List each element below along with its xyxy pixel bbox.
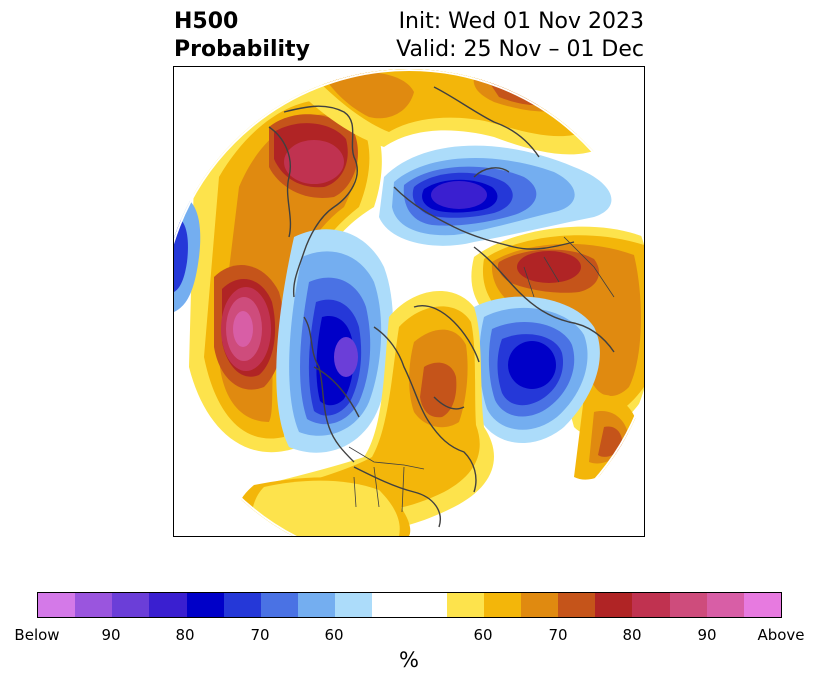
map-panel bbox=[173, 66, 645, 537]
colorbar-tick-above-80: 80 bbox=[622, 626, 642, 644]
title-variable: H500 bbox=[174, 9, 239, 34]
title-right: Init: Wed 01 Nov 2023 Valid: 25 Nov – 01… bbox=[396, 8, 644, 64]
colorbar-swatch-above-3 bbox=[558, 593, 596, 617]
colorbar-swatch-below-8 bbox=[335, 593, 373, 617]
ridge-east bbox=[232, 290, 494, 536]
colorbar-swatch-below-4 bbox=[186, 593, 224, 617]
colorbar-tick-above-60: 60 bbox=[473, 626, 493, 644]
colorbar-swatch-below-2 bbox=[112, 593, 150, 617]
colorbar-swatch-below-6 bbox=[260, 593, 299, 617]
colorbar-swatch-neutral bbox=[372, 593, 447, 617]
init-date: Init: Wed 01 Nov 2023 bbox=[398, 9, 644, 34]
colorbar-swatch-below-7 bbox=[298, 593, 336, 617]
colorbar-swatch-below-1 bbox=[75, 593, 113, 617]
trough-arctic bbox=[379, 145, 612, 246]
colorbar-swatch-above-0 bbox=[446, 593, 484, 617]
colorbar-swatch-above-2 bbox=[521, 593, 559, 617]
colorbar-swatch-above-4 bbox=[595, 593, 633, 617]
trough-atlantic bbox=[468, 296, 600, 444]
colorbar-tick-above-70: 70 bbox=[548, 626, 568, 644]
ridge-pacific bbox=[189, 85, 382, 453]
colorbar-swatch-above-8 bbox=[743, 593, 782, 617]
colorbar-swatch-above-1 bbox=[483, 593, 522, 617]
colorbar-unit: % bbox=[399, 648, 419, 672]
valid-period: Valid: 25 Nov – 01 Dec bbox=[396, 37, 644, 62]
trough-west bbox=[276, 229, 394, 453]
title-left: H500 Probability bbox=[174, 8, 310, 64]
colorbar-tick-below: Below bbox=[14, 626, 60, 644]
colorbar-tick-below-60: 60 bbox=[324, 626, 344, 644]
probability-map bbox=[174, 69, 644, 536]
colorbar-tick-above-90: 90 bbox=[697, 626, 717, 644]
colorbar bbox=[37, 592, 782, 618]
colorbar-swatch-below-5 bbox=[223, 593, 261, 617]
colorbar-tick-below-80: 80 bbox=[175, 626, 195, 644]
colorbar-tick-above: Above bbox=[757, 626, 805, 644]
colorbar-swatch-above-5 bbox=[632, 593, 670, 617]
colorbar-tick-below-90: 90 bbox=[101, 626, 121, 644]
colorbar-swatch-below-3 bbox=[149, 593, 187, 617]
colorbar-swatch-above-6 bbox=[669, 593, 707, 617]
title-field: Probability bbox=[174, 37, 310, 62]
coastlines bbox=[268, 86, 640, 528]
colorbar-swatch-below-0 bbox=[38, 593, 76, 617]
colorbar-swatch-above-7 bbox=[706, 593, 744, 617]
colorbar-tick-below-70: 70 bbox=[250, 626, 270, 644]
